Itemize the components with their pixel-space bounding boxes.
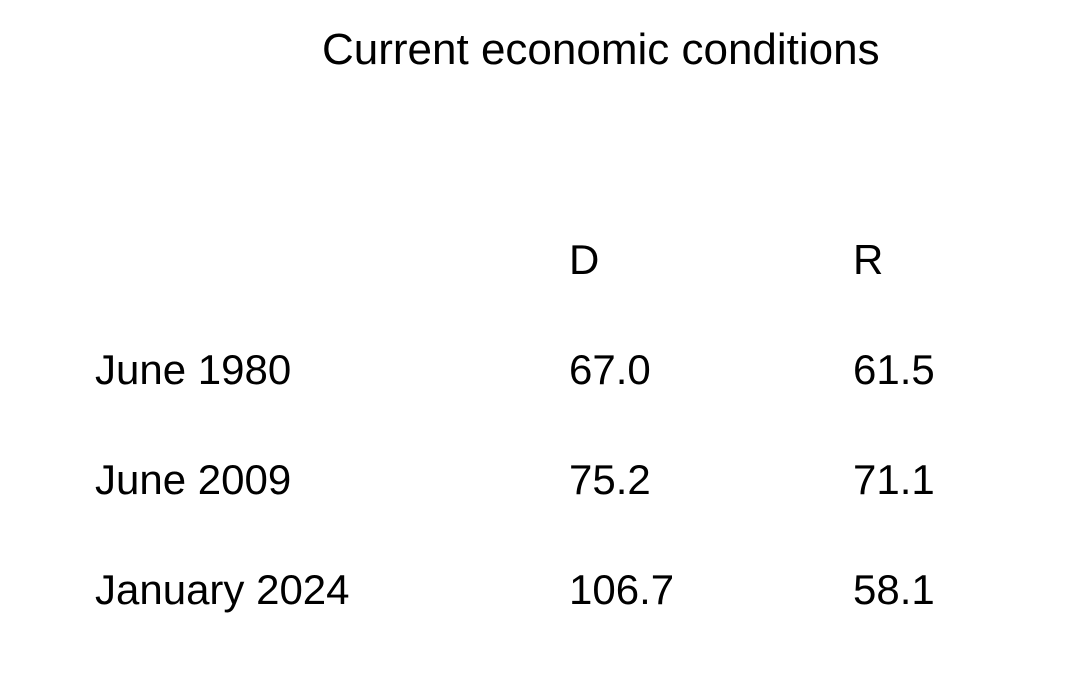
table-row: January 2024 106.7 58.1 xyxy=(95,566,1025,676)
row-label: June 1980 xyxy=(95,346,292,393)
cell-value: 67.0 xyxy=(569,346,651,393)
cell-value: 58.1 xyxy=(853,566,935,613)
page-title: Current economic conditions xyxy=(322,25,880,74)
data-table: D R June 1980 67.0 61.5 June 2009 75.2 7… xyxy=(95,236,1025,676)
column-header-d: D xyxy=(569,236,600,283)
row-label: January 2024 xyxy=(95,566,350,613)
cell-value: 75.2 xyxy=(569,456,651,503)
row-label: June 2009 xyxy=(95,456,292,503)
table-header-row: D R xyxy=(95,236,1025,346)
cell-value: 106.7 xyxy=(569,566,675,613)
column-header-r: R xyxy=(853,236,884,283)
table-row: June 2009 75.2 71.1 xyxy=(95,456,1025,566)
cell-value: 71.1 xyxy=(853,456,935,503)
table-row: June 1980 67.0 61.5 xyxy=(95,346,1025,456)
cell-value: 61.5 xyxy=(853,346,935,393)
